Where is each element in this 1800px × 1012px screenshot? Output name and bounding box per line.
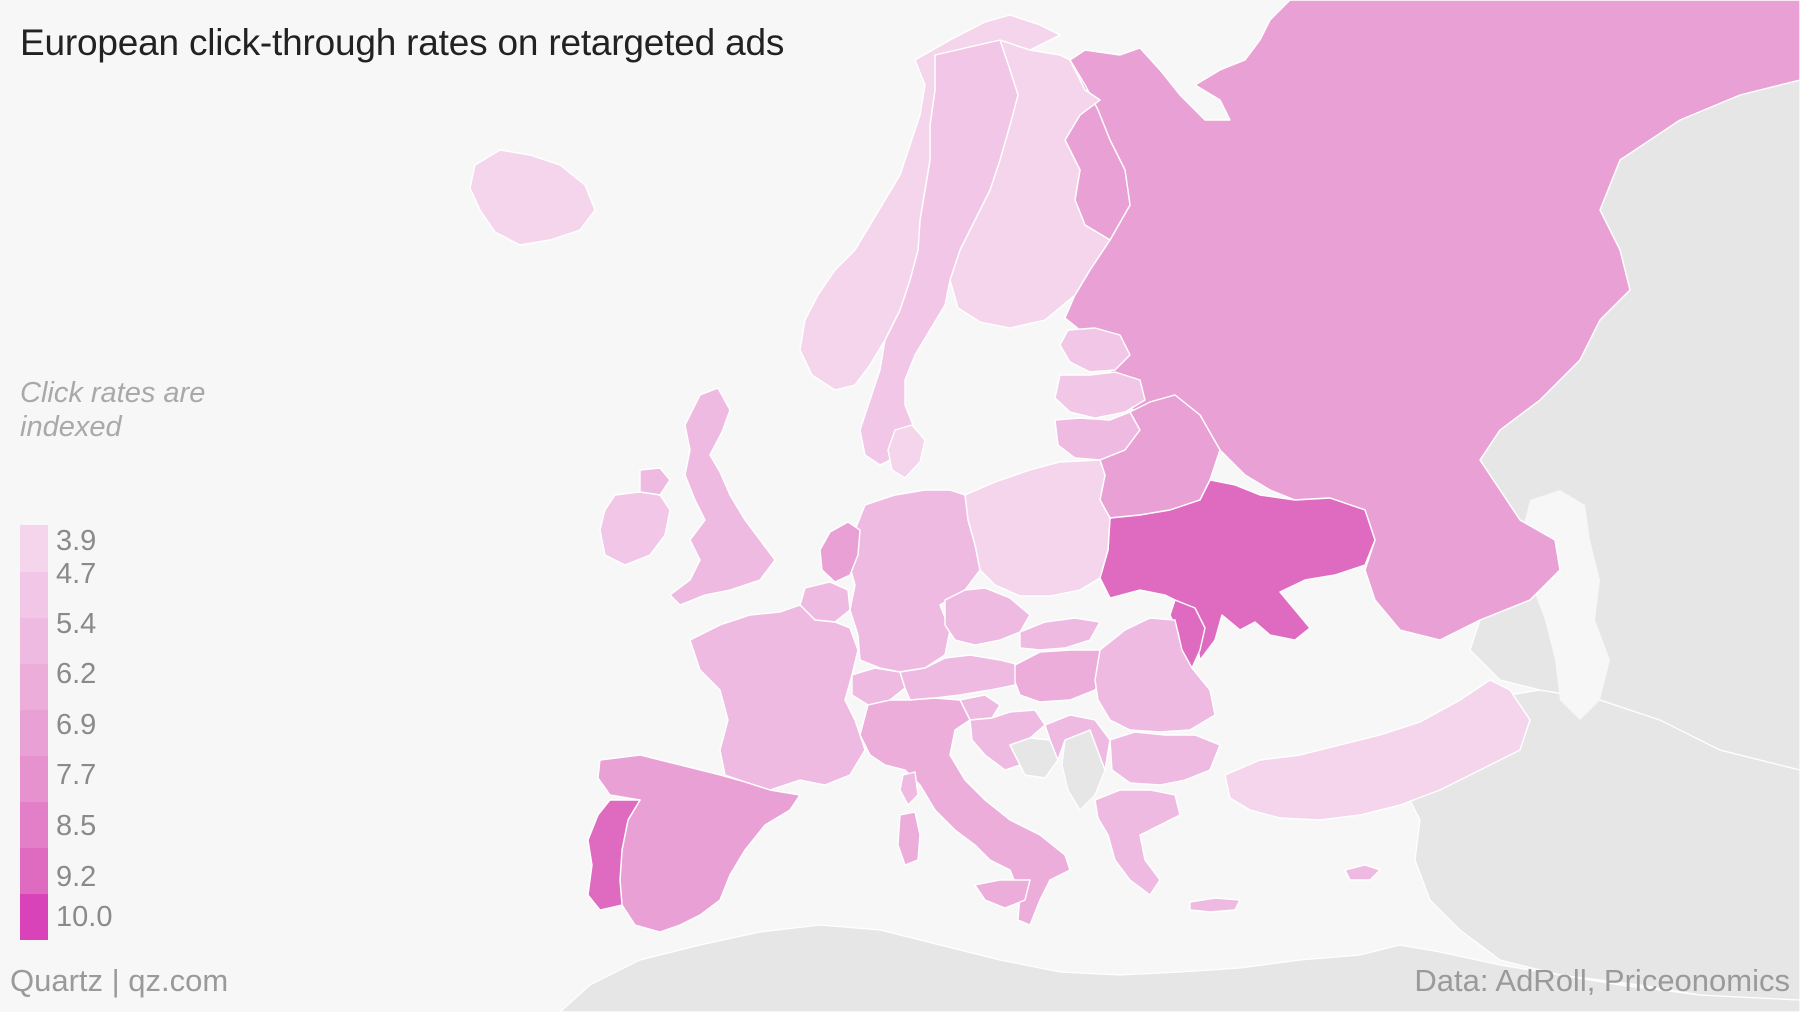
region-sardinia	[897, 811, 921, 866]
legend-tick-label: 3.9	[56, 525, 97, 557]
region-serbia	[1044, 714, 1111, 771]
legend-swatch-4	[20, 710, 48, 756]
legend-tick-label: 6.9	[56, 709, 97, 741]
source-credit: Quartz | qz.com	[10, 963, 229, 998]
region-switzerland	[851, 667, 906, 706]
region-turkey	[1224, 679, 1531, 821]
black-sea	[1218, 635, 1480, 745]
legend-swatch-8	[20, 894, 48, 940]
region-corsica	[899, 771, 919, 806]
region-estonia	[1059, 327, 1131, 373]
legend-tick-label: 7.7	[56, 759, 97, 791]
region-iceland	[469, 149, 596, 246]
region-germany	[847, 489, 981, 673]
legend-tick-label: 10.0	[56, 901, 113, 933]
data-source: Data: AdRoll, Priceonomics	[1414, 963, 1790, 998]
legend-tick-label: 8.5	[56, 810, 97, 842]
region-norway	[799, 14, 1061, 391]
region-crete	[1189, 897, 1241, 913]
region-ireland	[599, 491, 671, 566]
region-hungary	[1014, 649, 1111, 703]
region-greece	[1094, 789, 1181, 896]
region-portugal	[587, 799, 641, 911]
legend-swatch-6	[20, 802, 48, 848]
region-slovakia	[1019, 617, 1101, 651]
countries	[469, 0, 1800, 933]
legend-swatch-0	[20, 525, 48, 572]
region-n-ireland	[639, 467, 671, 496]
legend-swatch-1	[20, 572, 48, 618]
legend-tick-label: 9.2	[56, 861, 97, 893]
legend-swatch-5	[20, 756, 48, 802]
region-cyprus	[1344, 864, 1381, 881]
region-denmark	[887, 424, 926, 479]
legend-swatch-7	[20, 848, 48, 894]
legend-tick-label: 5.4	[56, 608, 97, 640]
region-france	[689, 604, 866, 791]
region-poland	[964, 459, 1111, 597]
region-bulgaria	[1109, 731, 1221, 786]
legend-tick-label: 6.2	[56, 658, 97, 690]
legend-note: Click rates are indexed	[20, 377, 206, 443]
chart-title: European click-through rates on retarget…	[20, 22, 785, 63]
north-africa-land	[559, 924, 1800, 1012]
region-sicily	[974, 879, 1031, 909]
region-ukraine	[1099, 479, 1376, 661]
legend-swatch-2	[20, 618, 48, 664]
region-romania	[1094, 617, 1216, 733]
region-netherlands	[819, 521, 861, 583]
region-czech	[944, 587, 1031, 646]
legend-tick-label: 4.7	[56, 558, 97, 590]
region-bosnia	[1009, 737, 1059, 779]
region-uk	[669, 387, 776, 606]
legend-swatch-3	[20, 664, 48, 710]
region-latvia	[1054, 371, 1146, 419]
region-italy	[859, 697, 1071, 926]
